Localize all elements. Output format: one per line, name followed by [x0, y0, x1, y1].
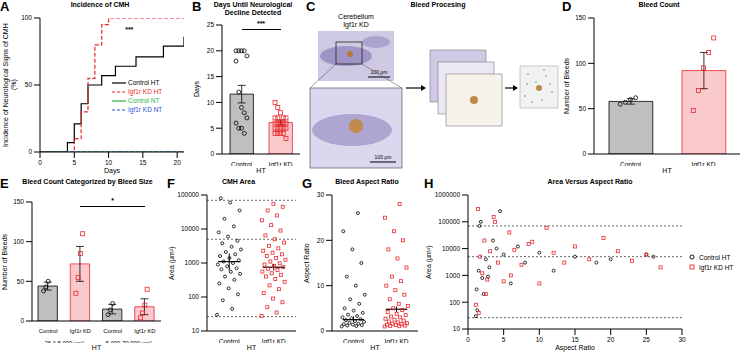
svg-text:Igf1r KD: Igf1r KD — [70, 328, 91, 334]
svg-text:Control: Control — [620, 161, 642, 166]
svg-text:1000: 1000 — [446, 272, 461, 279]
html-text:Area (µm²): Area (µm²) — [168, 246, 175, 280]
html-text:Incidence of CMH: Incidence of CMH — [70, 1, 130, 8]
svg-text:25: 25 — [643, 336, 651, 343]
html-text:E: E — [0, 176, 9, 191]
svg-text:5: 5 — [210, 125, 214, 132]
svg-text:10: 10 — [536, 336, 544, 343]
html-text:Number of Bleeds: Number of Bleeds — [1, 233, 8, 290]
svg-text:Igf1r KD: Igf1r KD — [134, 328, 155, 334]
html-text:Igf1r KD HT: Igf1r KD HT — [699, 263, 734, 271]
html-text:Aspect Ratio: Aspect Ratio — [303, 243, 310, 283]
svg-text:1000: 1000 — [185, 259, 200, 266]
svg-text:Igf1r KD: Igf1r KD — [692, 161, 716, 166]
svg-text:10: 10 — [453, 325, 461, 332]
html-text:Bleed Procesing: Bleed Procesing — [410, 1, 466, 8]
svg-text:Igf1r KD: Igf1r KD — [262, 338, 286, 343]
html-text:D: D — [562, 0, 572, 14]
html-text:Bleed Count Categorized by Ble: Bleed Count Categorized by Bleed Size — [22, 178, 153, 185]
html-text:B: B — [192, 0, 202, 14]
svg-text:0: 0 — [38, 159, 42, 166]
svg-text:30: 30 — [678, 336, 686, 343]
svg-text:0: 0 — [210, 150, 214, 157]
svg-text:0: 0 — [20, 317, 24, 324]
html-text:Incidence of Neurological Sign: Incidence of Neurological Signs of CMH (… — [2, 23, 17, 147]
svg-text:10: 10 — [105, 159, 113, 166]
svg-text:100 µm: 100 µm — [370, 69, 388, 75]
svg-text:100000: 100000 — [177, 191, 199, 198]
svg-text:50: 50 — [17, 278, 25, 285]
svg-text:100: 100 — [188, 293, 199, 300]
svg-text:25: 25 — [207, 21, 215, 28]
svg-text:100: 100 — [449, 299, 460, 306]
svg-text:100: 100 — [13, 238, 24, 245]
svg-text:Igf1r KD: Igf1r KD — [343, 21, 369, 29]
html-text:CMH Area: CMH Area — [221, 178, 256, 185]
html-text:Days: Days — [104, 167, 120, 174]
html-text:H: H — [424, 176, 434, 191]
svg-text:150: 150 — [13, 198, 24, 205]
svg-text:1000000: 1000000 — [435, 191, 461, 198]
html-text:HT: HT — [370, 344, 380, 351]
html-text:HT: HT — [91, 344, 102, 351]
svg-text:10000: 10000 — [181, 225, 199, 232]
svg-text:5: 5 — [502, 336, 506, 343]
html-text:Control NT: Control NT — [128, 97, 160, 105]
svg-text:Igf1r KD: Igf1r KD — [269, 161, 293, 166]
svg-text:0: 0 — [466, 336, 470, 343]
html-text:G: G — [302, 176, 313, 191]
svg-text:100 µm: 100 µm — [375, 154, 392, 160]
html-text:Area (µm²): Area (µm²) — [425, 245, 432, 279]
svg-text:26.4-5,000 µm²: 26.4-5,000 µm² — [45, 340, 84, 343]
html-text:Days: Days — [193, 81, 200, 98]
svg-text:150: 150 — [575, 14, 586, 21]
svg-text:0: 0 — [28, 148, 32, 155]
svg-text:100000: 100000 — [438, 218, 460, 225]
html-text:Control HT: Control HT — [128, 79, 160, 87]
svg-text:100: 100 — [21, 14, 32, 21]
svg-text:20: 20 — [317, 237, 325, 244]
svg-text:30: 30 — [317, 191, 325, 198]
html-text:C: C — [306, 0, 316, 14]
html-text:Number of Bleeds: Number of Bleeds — [563, 58, 570, 114]
svg-text:15: 15 — [139, 159, 147, 166]
html-text:Igf1r KD HT: Igf1r KD HT — [128, 88, 163, 96]
html-text:Control HT: Control HT — [699, 253, 731, 261]
svg-text:Control: Control — [103, 328, 122, 334]
html-text:Bleed Count: Bleed Count — [638, 1, 680, 8]
html-text:Aspect Ratio: Aspect Ratio — [555, 344, 595, 351]
svg-text:Igf1r KD: Igf1r KD — [385, 338, 409, 343]
html-text:HT: HT — [662, 167, 672, 174]
svg-text:10: 10 — [207, 99, 215, 106]
html-text:Area Versus Aspect Ratio: Area Versus Aspect Ratio — [547, 178, 633, 185]
svg-text:10: 10 — [192, 327, 200, 334]
html-text:HT: HT — [256, 167, 266, 174]
svg-text:0: 0 — [582, 150, 586, 157]
svg-text:15: 15 — [571, 336, 579, 343]
html-text:Igf1r KD NT: Igf1r KD NT — [128, 106, 163, 114]
svg-text:Control: Control — [231, 161, 253, 166]
svg-text:20: 20 — [607, 336, 615, 343]
svg-text:10: 10 — [317, 282, 325, 289]
svg-text:100: 100 — [575, 60, 586, 67]
svg-text:Control: Control — [219, 338, 241, 343]
svg-text:5: 5 — [72, 159, 76, 166]
svg-text:20: 20 — [174, 159, 182, 166]
svg-text:5,000-70,000 µm²: 5,000-70,000 µm² — [106, 340, 152, 343]
svg-text:Control: Control — [343, 338, 365, 343]
html-text:A: A — [0, 0, 10, 14]
html-text:HT: HT — [246, 344, 257, 351]
svg-text:15: 15 — [207, 73, 215, 80]
html-text:Bleed Aspect Ratio: Bleed Aspect Ratio — [335, 178, 399, 185]
html-text:F: F — [167, 176, 175, 191]
svg-text:20: 20 — [207, 47, 215, 54]
svg-text:Control: Control — [39, 328, 58, 334]
svg-text:50: 50 — [25, 81, 33, 88]
svg-text:0: 0 — [320, 327, 324, 334]
html-text:Days Until Neurological Declin: Days Until Neurological Decline Detected — [213, 1, 293, 16]
svg-text:10000: 10000 — [442, 245, 460, 252]
svg-text:Cerebellum: Cerebellum — [338, 13, 374, 20]
svg-text:50: 50 — [579, 105, 587, 112]
